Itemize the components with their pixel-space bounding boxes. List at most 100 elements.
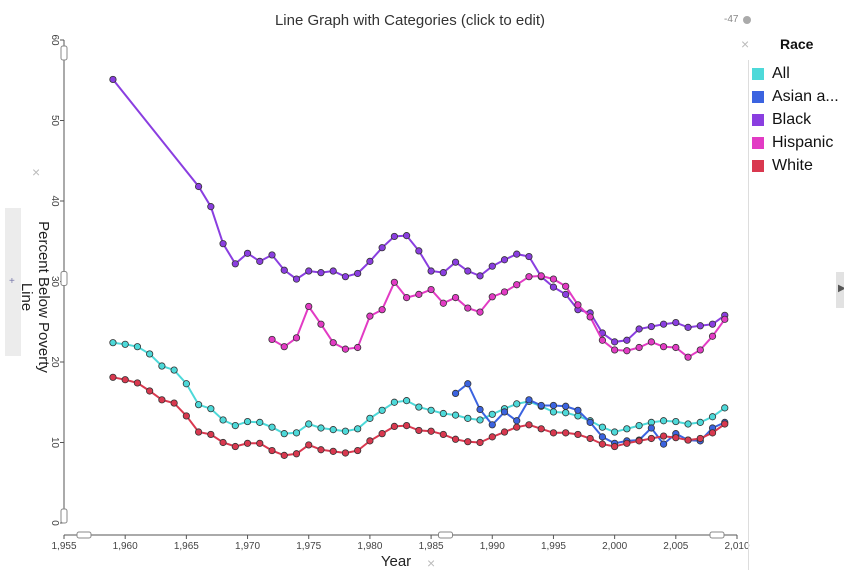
data-point [574,406,582,414]
data-point [378,306,386,314]
data-point [280,266,288,274]
data-point [415,403,423,411]
right-panel-tab[interactable] [836,272,844,308]
data-point [354,269,362,278]
data-point [305,267,313,275]
axis-handle [76,531,92,539]
axis-handle [60,508,68,524]
data-point [329,426,337,434]
data-point [305,441,313,449]
data-point [672,417,680,426]
x-tick-label: 2,005 [663,541,688,552]
series-line [112,376,726,457]
data-point [500,256,509,264]
data-point [513,250,521,258]
data-point [623,336,631,344]
data-point [158,362,166,370]
data-point [292,334,301,342]
data-point [721,315,729,323]
x-tick-label: 1,980 [357,541,382,552]
data-point [121,376,129,384]
x-tick-label: 1,960 [113,541,138,552]
data-point [598,423,607,431]
data-point [549,283,558,291]
data-point [708,429,717,437]
chart-title[interactable]: Line Graph with Categories (click to edi… [274,12,546,29]
data-point [280,451,288,459]
data-point [611,442,619,451]
legend-divider [748,60,749,570]
data-point [280,343,288,351]
data-point [317,424,325,432]
corner-dot-icon[interactable] [743,16,751,24]
legend-close-icon[interactable]: × [741,36,750,52]
x-axis-label[interactable]: Year [380,553,412,570]
data-point [525,252,533,261]
data-point [329,339,337,347]
data-point [451,411,460,419]
data-point [182,412,190,420]
axis-handle [438,531,453,539]
data-point [647,434,655,443]
data-point [549,429,558,437]
data-point [243,249,252,257]
data-point [659,440,668,448]
y-tick-label: 10 [49,437,60,449]
data-point [280,430,288,438]
data-point [672,318,680,327]
data-point [415,290,423,298]
data-point [390,278,398,286]
data-point [195,401,203,409]
data-point [219,438,227,447]
data-point [611,338,619,346]
data-point [292,429,301,437]
data-point [403,421,411,430]
data-point [476,272,484,280]
data-point [574,301,582,309]
data-point [488,421,496,429]
x-axis-close-icon[interactable]: × [427,555,436,571]
legend-item[interactable]: Black [748,108,844,131]
side-panel-handle[interactable] [5,208,21,356]
data-point [513,417,521,425]
data-point [623,425,631,433]
data-point [586,313,594,321]
y-axis-label[interactable]: Percent Below Poverty Line [18,221,52,373]
legend-item[interactable]: White [748,154,844,177]
data-point [464,304,472,312]
data-point [390,232,398,241]
data-point [109,339,117,347]
data-point [292,275,301,283]
data-point [366,257,374,265]
data-point [598,433,607,441]
data-point [513,423,521,431]
data-point [488,262,496,270]
data-point [354,446,362,455]
data-point [439,409,447,418]
data-point [121,340,129,348]
legend-item[interactable]: Hispanic [748,131,844,154]
chevron-right-icon[interactable]: ▶ [838,283,844,294]
data-point [647,424,655,432]
plus-icon[interactable]: + [9,276,15,287]
data-point [537,425,545,433]
legend-item[interactable]: All [748,62,844,85]
data-point [109,75,117,84]
y-tick-label: 50 [49,115,60,127]
legend-title[interactable]: Race [780,36,814,52]
y-axis-close-icon[interactable]: × [32,164,41,180]
data-point [537,401,545,410]
data-point [549,408,558,416]
data-point [146,387,154,395]
legend-item[interactable]: Asian a... [748,85,844,108]
data-point [623,347,631,355]
data-point [659,432,668,440]
data-point [696,418,704,426]
data-point [378,430,386,438]
axis-handle [60,45,68,61]
data-point [427,285,435,294]
data-point [231,260,239,268]
y-tick-label: 30 [49,276,60,288]
data-point [427,427,435,435]
data-point [708,320,717,328]
